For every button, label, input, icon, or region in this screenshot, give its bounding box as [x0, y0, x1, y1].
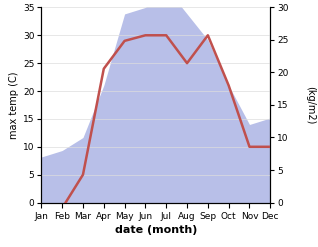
X-axis label: date (month): date (month)	[114, 226, 197, 235]
Y-axis label: med. precipitation
(kg/m2): med. precipitation (kg/m2)	[305, 60, 318, 150]
Y-axis label: max temp (C): max temp (C)	[9, 71, 19, 139]
